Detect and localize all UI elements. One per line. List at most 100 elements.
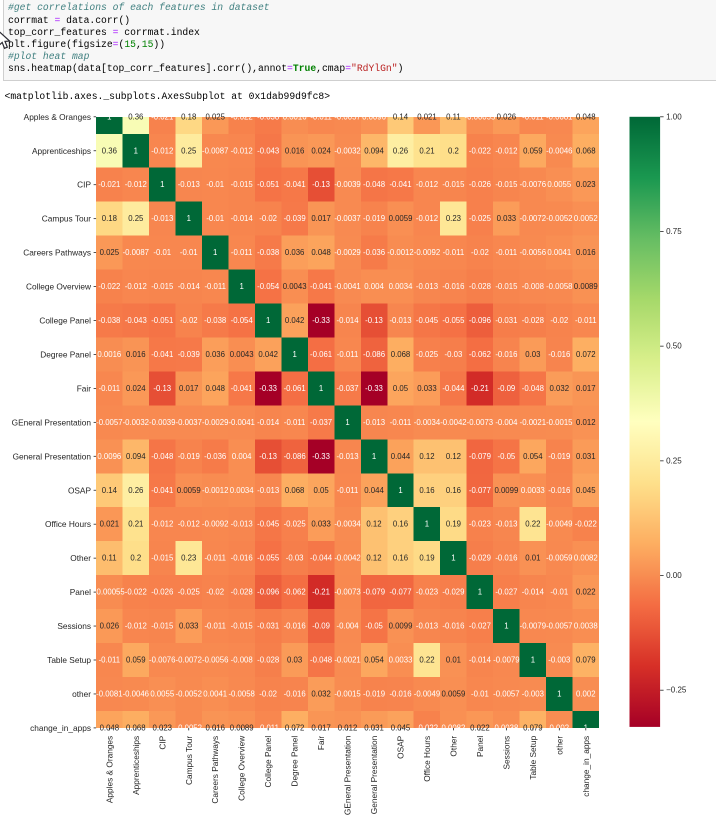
svg-text:-0.013: -0.013 [416,282,438,291]
svg-text:-0.13: -0.13 [153,384,171,393]
svg-text:0.048: 0.048 [576,112,596,121]
svg-text:-0.0076: -0.0076 [149,656,175,665]
svg-text:-0.029: -0.029 [469,554,491,563]
svg-text:-0.0058: -0.0058 [228,689,254,698]
svg-text:-0.022: -0.022 [98,282,120,291]
svg-text:-0.0032: -0.0032 [123,418,149,427]
svg-text:-0.048: -0.048 [310,656,332,665]
svg-text:College Overview: College Overview [26,282,92,292]
svg-text:-0.09: -0.09 [312,622,330,631]
svg-text:0.017: 0.017 [179,384,199,393]
svg-text:-0.019: -0.019 [363,214,385,223]
svg-text:-0.0029: -0.0029 [202,418,228,427]
svg-text:1: 1 [345,418,349,427]
svg-text:Degree Panel: Degree Panel [40,349,91,359]
svg-text:0.032: 0.032 [550,384,570,393]
svg-text:Table Setup: Table Setup [47,655,91,665]
svg-text:-0.015: -0.015 [231,622,254,631]
svg-text:0.18: 0.18 [102,214,117,223]
svg-text:0.36: 0.36 [102,146,117,155]
svg-text:OSAP: OSAP [396,735,406,759]
svg-text:0.021: 0.021 [417,112,437,121]
svg-text:0.017: 0.017 [311,214,331,223]
svg-text:-0.011: -0.011 [204,554,226,563]
svg-text:0.044: 0.044 [391,452,411,461]
svg-text:-0.0056: -0.0056 [202,656,228,665]
svg-text:-0.02: -0.02 [180,316,198,325]
svg-text:-0.011: -0.011 [337,486,359,495]
svg-text:0.22: 0.22 [419,656,434,665]
svg-text:0.059: 0.059 [523,146,543,155]
svg-text:-0.012: -0.012 [416,214,438,223]
svg-text:-0.0041: -0.0041 [228,418,254,427]
svg-text:0.0099: 0.0099 [389,622,413,631]
svg-text:0.50: 0.50 [666,342,682,351]
svg-text:-0.004: -0.004 [495,418,518,427]
svg-text:1.00: 1.00 [666,112,682,121]
svg-text:0.0096: 0.0096 [97,452,121,461]
svg-text:0.0096: 0.0096 [362,112,386,121]
svg-text:0.22: 0.22 [525,520,540,529]
svg-text:0.75: 0.75 [666,227,682,236]
svg-text:0.0041: 0.0041 [203,689,227,698]
svg-text:0.0033: 0.0033 [521,486,545,495]
svg-text:-0.014: -0.014 [522,588,545,597]
svg-text:-0.0073: -0.0073 [467,418,493,427]
svg-text:0.0059: 0.0059 [442,689,466,698]
svg-text:-0.038: -0.038 [257,112,279,121]
svg-text:-0.048: -0.048 [363,180,385,189]
svg-text:-0.096: -0.096 [469,316,491,325]
svg-text:Panel: Panel [70,587,91,597]
svg-text:-0.13: -0.13 [365,316,383,325]
svg-text:0.022: 0.022 [576,588,596,597]
svg-text:-0.05: -0.05 [497,452,515,461]
svg-text:-0.016: -0.016 [495,554,517,563]
svg-text:-0.013: -0.013 [495,520,517,529]
svg-text:0.012: 0.012 [576,418,596,427]
svg-text:-0.0072: -0.0072 [176,656,202,665]
svg-text:-0.0012: -0.0012 [387,248,413,257]
svg-text:0.03: 0.03 [287,656,302,665]
svg-text:0.14: 0.14 [102,486,118,495]
svg-text:-0.01: -0.01 [153,248,171,257]
svg-text:Sessions: Sessions [501,736,511,770]
svg-text:-0.016: -0.016 [548,350,570,359]
svg-text:-0.011: -0.011 [390,418,412,427]
svg-text:−0.25: −0.25 [666,686,687,695]
svg-text:1: 1 [107,112,111,121]
svg-text:0.094: 0.094 [364,146,384,155]
svg-text:change_in_apps: change_in_apps [30,723,91,733]
svg-text:-0.0046: -0.0046 [546,146,572,155]
svg-text:-0.077: -0.077 [389,588,411,597]
svg-text:-0.031: -0.031 [495,316,517,325]
svg-text:0.0089: 0.0089 [574,282,598,291]
svg-text:-0.0073: -0.0073 [334,588,360,597]
svg-text:0.068: 0.068 [285,486,305,495]
svg-text:-0.0042: -0.0042 [440,418,466,427]
svg-text:-0.011: -0.011 [310,112,332,121]
svg-text:-0.015: -0.015 [151,554,174,563]
svg-text:-0.05: -0.05 [365,622,383,631]
svg-text:-0.0081: -0.0081 [546,112,572,121]
svg-text:0.033: 0.033 [311,520,331,529]
svg-text:-0.036: -0.036 [363,248,385,257]
svg-text:-0.016: -0.016 [389,689,411,698]
svg-text:-0.054: -0.054 [257,282,280,291]
svg-text:-0.0041: -0.0041 [334,282,360,291]
svg-text:-0.0049: -0.0049 [414,689,440,698]
svg-text:-0.02: -0.02 [550,316,568,325]
svg-text:0.004: 0.004 [364,282,384,291]
svg-text:-0.0079: -0.0079 [493,656,519,665]
svg-text:other: other [554,736,564,755]
svg-text:-0.015: -0.015 [231,180,254,189]
svg-text:-0.02: -0.02 [206,588,224,597]
svg-text:0.0034: 0.0034 [230,486,255,495]
svg-text:-0.012: -0.012 [178,520,200,529]
svg-text:-0.03: -0.03 [286,554,304,563]
svg-text:0.01: 0.01 [446,656,461,665]
svg-text:-0.014: -0.014 [469,656,492,665]
svg-text:-0.0057: -0.0057 [546,622,572,631]
svg-text:0.054: 0.054 [364,656,384,665]
svg-text:-0.016: -0.016 [442,282,464,291]
svg-text:College Overview: College Overview [237,735,247,801]
